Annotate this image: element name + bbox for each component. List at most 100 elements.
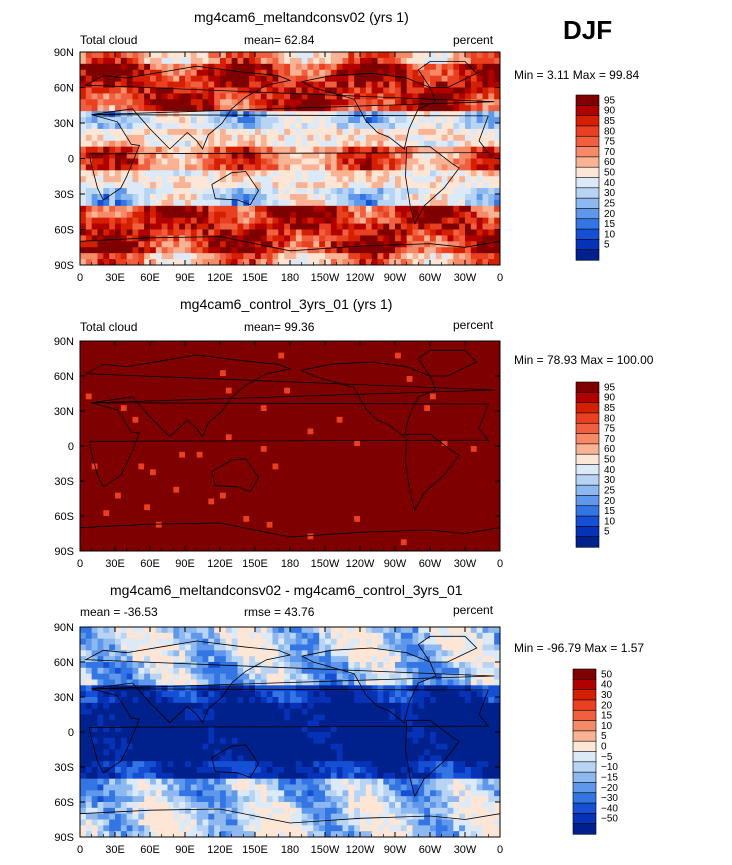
map-cell [115, 358, 122, 365]
map-cell [284, 93, 291, 100]
map-cell [389, 399, 396, 406]
map-cell [237, 486, 244, 494]
map-cell [266, 69, 274, 77]
map-cell [482, 152, 489, 160]
map-cell [406, 99, 414, 106]
map-cell [465, 405, 472, 412]
map-cell [330, 128, 338, 136]
map-cell [342, 457, 349, 465]
map-cell [330, 381, 338, 389]
map-cell [214, 63, 221, 71]
map-cell [150, 93, 157, 100]
map-cell [430, 81, 437, 89]
map-cell [109, 182, 116, 189]
map-cell [243, 341, 250, 348]
map-cell [465, 422, 472, 430]
map-cell [126, 504, 134, 511]
map-cell [383, 504, 390, 511]
map-cell [295, 446, 303, 453]
map-cell [400, 498, 408, 505]
map-cell [412, 152, 419, 160]
map-cell [260, 63, 268, 71]
map-cell [424, 211, 431, 219]
map-cell [307, 194, 314, 201]
map-cell [424, 188, 431, 195]
map-cell [284, 57, 291, 65]
map-cell [132, 376, 139, 383]
map-cell [115, 134, 122, 142]
map-cell [196, 440, 204, 447]
map-cell [109, 152, 116, 160]
map-cell [266, 475, 274, 482]
map-cell [185, 370, 192, 377]
map-cell [488, 241, 495, 248]
map-cell [301, 399, 309, 406]
map-cell [330, 399, 338, 406]
map-cell [231, 481, 239, 488]
colorbar-label: 15 [604, 219, 616, 230]
map-cell [167, 170, 174, 177]
map-cell [260, 182, 268, 189]
map-cell [173, 399, 180, 406]
map-cell [354, 241, 361, 248]
map-cell [313, 469, 320, 476]
map-cell [249, 140, 256, 148]
map-cell [91, 393, 99, 400]
map-cell [465, 176, 472, 183]
map-cell [336, 211, 344, 219]
map-cell [313, 128, 320, 136]
map-cell [330, 194, 338, 201]
map-cell [406, 170, 414, 177]
map-cell [295, 475, 303, 482]
map-cell [103, 229, 110, 237]
map-cell [482, 364, 489, 371]
map-cell [150, 105, 157, 112]
map-cell [150, 498, 157, 505]
map-cell [319, 164, 326, 171]
map-cell [348, 194, 355, 201]
map-cell [138, 399, 145, 406]
map-cell [383, 463, 390, 470]
map-cell [488, 75, 495, 83]
map-cell [97, 457, 104, 465]
map-cell [342, 182, 349, 189]
map-cell [336, 370, 344, 377]
map-cell [225, 393, 233, 400]
map-cell [225, 81, 233, 89]
map-cell [255, 422, 262, 430]
map-cell [295, 376, 303, 383]
map-cell [389, 475, 396, 482]
map-cell [389, 57, 396, 65]
map-cell [412, 498, 419, 505]
map-cell [400, 486, 408, 494]
map-cell [494, 93, 500, 100]
map-cell [313, 486, 320, 494]
map-cell [243, 164, 250, 171]
map-cell [126, 475, 134, 482]
map-cell [453, 128, 460, 136]
map-cell [243, 81, 250, 89]
map-cell [120, 63, 128, 71]
map-cell [173, 81, 180, 89]
map-cell [132, 164, 139, 171]
map-cell [488, 370, 495, 377]
map-cell [185, 63, 192, 71]
map-cell [342, 170, 349, 177]
map-cell [284, 504, 291, 511]
map-cell [220, 194, 227, 201]
map-cell [348, 75, 355, 83]
map-cell [260, 134, 268, 142]
map-cell [325, 469, 332, 476]
map-cell [272, 428, 279, 435]
map-cell [354, 194, 361, 201]
map-cell [348, 416, 355, 424]
map-cell [173, 134, 180, 142]
map-cell [97, 422, 104, 430]
map-cell [418, 387, 425, 395]
map-cell [301, 376, 309, 383]
map-cell [330, 492, 338, 500]
map-cell [173, 346, 180, 354]
map-cell [220, 176, 227, 183]
map-cell [272, 498, 279, 505]
map-cell [161, 422, 169, 430]
